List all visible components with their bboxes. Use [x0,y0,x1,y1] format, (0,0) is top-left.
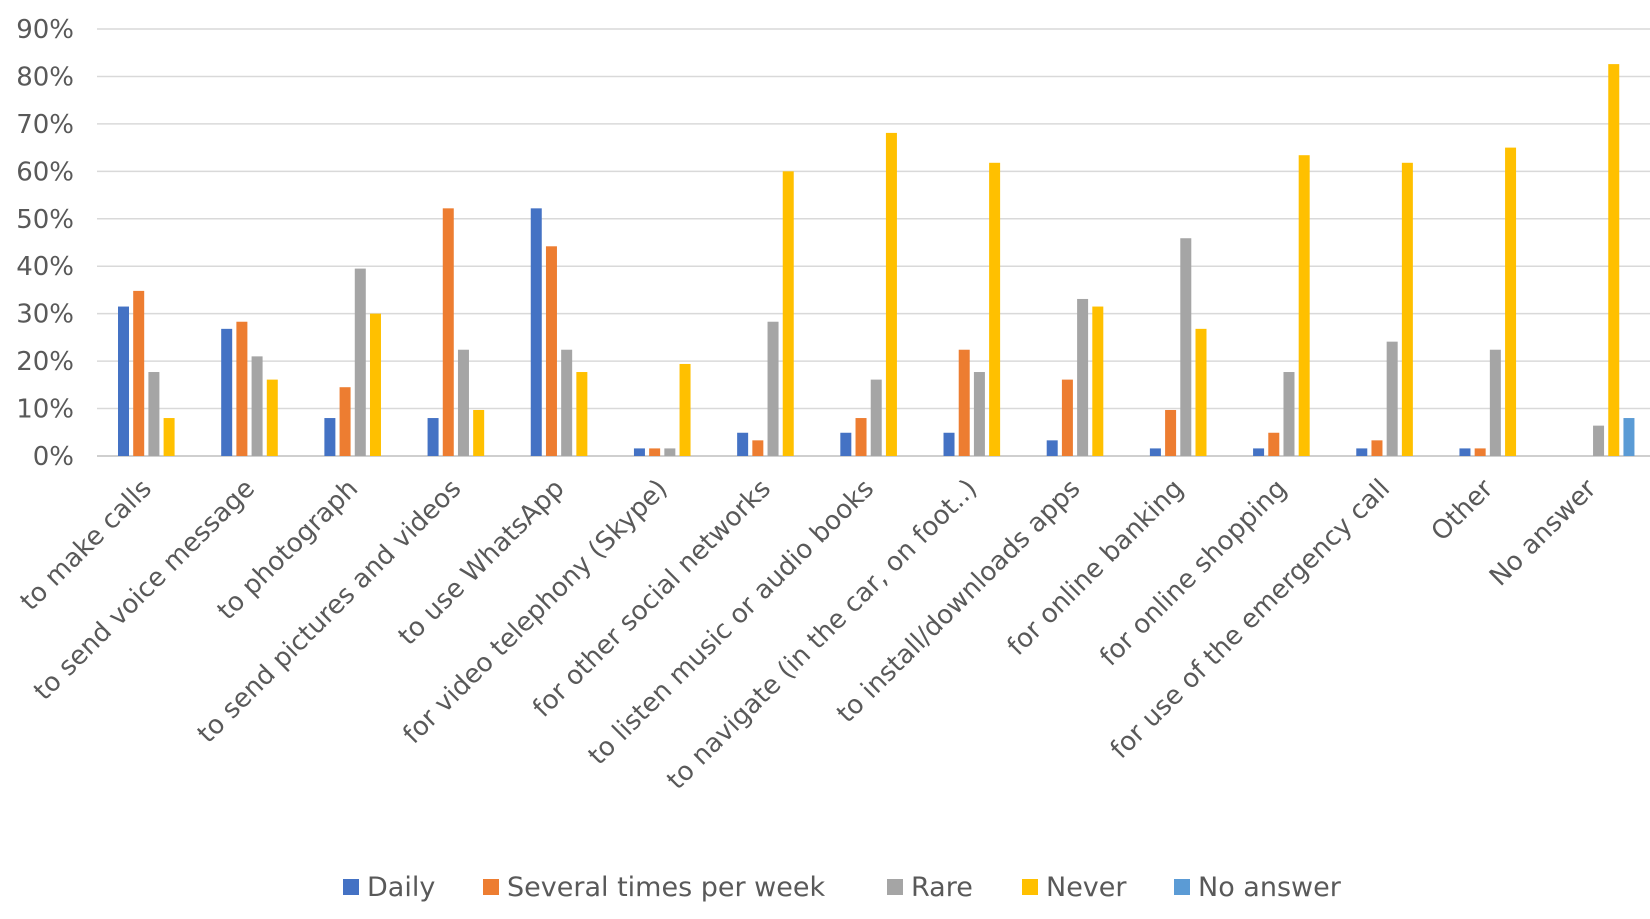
legend-swatch [1174,879,1190,895]
bar-never-1 [266,379,278,456]
legend-label: Daily [367,872,435,903]
y-tick-label: 30% [16,300,74,330]
bar-several-times-per-week-9 [1061,379,1073,456]
bar-daily-6 [737,432,749,456]
bar-rare-2 [354,268,366,456]
bar-rare-11 [1283,372,1295,456]
y-tick-label: 90% [16,15,74,45]
bar-rare-0 [148,372,160,456]
legend-label: Rare [911,872,973,903]
bar-rare-4 [561,349,573,456]
legend-swatch [343,879,359,895]
bar-daily-2 [324,418,336,456]
y-tick-label: 70% [16,110,74,140]
bar-several-times-per-week-11 [1268,432,1280,456]
bar-rare-1 [251,356,263,456]
bar-several-times-per-week-7 [855,418,867,456]
legend-label: No answer [1198,872,1342,903]
legend-swatch [483,879,499,895]
bar-never-3 [473,409,485,456]
bar-never-12 [1401,162,1413,456]
bar-rare-7 [870,379,882,456]
bar-several-times-per-week-13 [1474,448,1486,456]
bar-daily-1 [221,328,233,456]
y-tick-label: 10% [16,395,74,425]
bar-never-11 [1298,155,1310,457]
bar-daily-0 [118,306,129,456]
bar-never-6 [782,171,794,457]
bars [118,64,1635,457]
bar-rare-5 [664,448,676,456]
bar-never-10 [1195,328,1207,456]
bar-never-4 [576,372,588,456]
legend-swatch [887,879,903,895]
bar-daily-4 [530,208,542,456]
bar-several-times-per-week-3 [442,208,454,456]
y-tick-label: 0% [33,442,74,472]
x-category-label: for online banking [1002,474,1190,662]
x-category-label: Other [1426,474,1500,548]
bar-never-8 [989,162,1001,456]
bar-rare-10 [1180,238,1192,456]
y-tick-label: 50% [16,205,74,235]
y-tick-label: 20% [16,347,74,377]
y-axis-ticks: 0% 10% 20% 30% 40% 50% 60% 70% 80% 90% [16,15,74,472]
bar-several-times-per-week-0 [133,290,145,456]
bar-daily-8 [943,432,955,456]
bar-several-times-per-week-2 [339,387,351,456]
bar-never-5 [679,363,691,456]
bar-never-14 [1608,64,1620,456]
bar-rare-8 [973,372,985,456]
y-tick-label: 80% [16,62,74,92]
x-category-label: No answer [1484,474,1603,593]
bar-rare-14 [1593,425,1605,456]
bar-several-times-per-week-5 [649,448,661,456]
legend-label: Several times per week [507,872,825,903]
legend-label: Never [1046,872,1127,903]
y-tick-label: 40% [16,252,74,282]
bar-rare-6 [767,321,779,456]
bar-never-9 [1092,306,1104,456]
bar-several-times-per-week-12 [1371,440,1383,456]
bar-daily-10 [1149,448,1161,456]
bar-daily-3 [427,418,439,456]
bar-daily-5 [633,448,645,456]
bar-rare-12 [1386,341,1398,456]
bar-daily-11 [1253,448,1265,456]
legend-swatch [1022,879,1038,895]
bar-several-times-per-week-6 [752,440,764,456]
y-tick-label: 60% [16,157,74,187]
bar-never-13 [1505,147,1517,456]
bar-never-0 [163,418,175,456]
bar-rare-9 [1077,298,1089,456]
bar-several-times-per-week-4 [545,246,557,456]
bar-rare-13 [1489,349,1501,456]
legend: Daily Several times per week Rare Never No a… [343,872,1342,903]
bar-several-times-per-week-8 [958,349,970,456]
bar-never-2 [369,313,381,456]
bar-several-times-per-week-10 [1165,409,1177,456]
x-category-label: for online shopping [1094,474,1293,673]
bar-daily-9 [1046,440,1058,456]
bar-no-answer-14 [1623,418,1635,456]
bar-rare-3 [457,349,469,456]
bar-daily-13 [1459,448,1471,456]
bar-several-times-per-week-1 [236,321,248,456]
bar-daily-12 [1356,448,1368,456]
bar-daily-7 [840,432,852,456]
bar-never-7 [885,132,897,457]
